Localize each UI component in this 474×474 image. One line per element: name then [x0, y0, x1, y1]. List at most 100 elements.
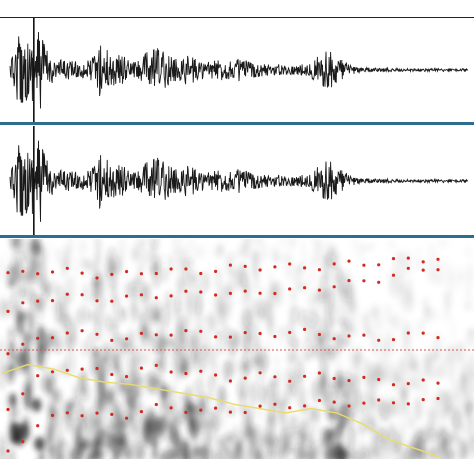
spectrogram-blob: [214, 447, 221, 459]
spectrogram-blob: [343, 271, 351, 292]
spectrogram-plot[interactable]: [0, 239, 474, 459]
spectrogram-blob: [186, 385, 191, 411]
spectrogram-blob: [359, 418, 368, 433]
spectrogram-blob: [76, 408, 84, 424]
formant-dot: [50, 299, 55, 303]
spectrogram-blob: [13, 330, 21, 344]
formant-dot: [347, 279, 351, 283]
spectrogram-blob: [23, 274, 32, 291]
formant-dot: [377, 398, 381, 402]
spectrogram-blob: [22, 251, 27, 265]
spectrogram-blob: [145, 383, 151, 397]
spectrogram-blob: [240, 389, 246, 417]
spectrogram-blob: [170, 450, 181, 459]
spectrogram-blob: [0, 363, 9, 377]
spectrogram-blob: [397, 251, 407, 280]
spectrogram-blob: [132, 283, 139, 301]
formant-dot: [421, 398, 425, 402]
spectrogram-blob: [212, 310, 218, 335]
spectrogram-blob: [222, 407, 227, 431]
spectrogram-blob: [297, 439, 304, 459]
spectrogram-blob: [216, 267, 221, 292]
spectrogram-blob: [108, 380, 116, 399]
formant-dot: [303, 266, 307, 270]
spectrogram-panel[interactable]: [0, 239, 474, 459]
spectrogram-blob: [160, 399, 168, 411]
spectrogram-blob: [248, 378, 258, 400]
spectrogram-blob: [0, 337, 5, 350]
spectrogram-blob: [178, 245, 186, 264]
spectrogram-blob: [401, 302, 405, 317]
spectrogram-blob: [151, 239, 156, 261]
formant-dot: [436, 396, 440, 401]
spectrogram-blob: [126, 401, 136, 422]
spectrogram-blob: [344, 439, 355, 449]
spectrogram-blob: [162, 267, 168, 284]
formant-dot: [80, 271, 84, 275]
spectrogram-blob: [269, 378, 275, 387]
spectrogram-blob: [308, 307, 316, 328]
spectrogram-blob: [151, 371, 157, 396]
formant-dot: [50, 413, 55, 417]
spectrogram-blob: [136, 446, 143, 459]
formant-dot: [6, 449, 10, 453]
spectrogram-blob: [0, 292, 6, 321]
spectrogram-blob: [339, 403, 348, 421]
spectrogram-blob: [173, 358, 181, 385]
spectrogram-blob: [428, 243, 436, 267]
formant-dot: [50, 336, 55, 340]
spectrogram-blob: [252, 424, 258, 448]
spectrogram-blob: [35, 309, 43, 322]
spectrogram-blob: [255, 287, 265, 296]
spectrogram-blob: [341, 390, 351, 400]
waveform-channel-1[interactable]: [0, 17, 474, 126]
spectrogram-blob: [110, 320, 117, 334]
spectrogram-blob: [216, 435, 224, 450]
formant-dot: [362, 401, 366, 405]
formant-dot: [391, 257, 396, 261]
spectrogram-blob: [192, 446, 202, 459]
waveform-channel-2[interactable]: [0, 126, 474, 238]
formant-dot: [65, 368, 69, 372]
waveform-1-plot[interactable]: [0, 18, 474, 122]
formant-dot: [362, 279, 366, 283]
spectrogram-blob: [379, 338, 383, 366]
spectrogram-blob: [170, 385, 176, 400]
spectrogram-blob: [410, 291, 415, 314]
spectrogram-blob: [439, 404, 447, 423]
spectrogram-blob: [142, 249, 153, 263]
formant-dot: [154, 402, 158, 407]
spectrogram-blob: [287, 352, 295, 366]
formant-dot: [65, 331, 69, 335]
spectrogram-blob: [424, 355, 431, 376]
spectrogram-blob: [90, 311, 95, 320]
spectrogram-blob: [31, 290, 36, 314]
spectrogram-blob: [285, 262, 293, 280]
spectrogram-blob: [200, 417, 208, 432]
formant-dot: [332, 262, 336, 266]
waveform-2-plot[interactable]: [0, 126, 474, 236]
spectrogram-blob: [12, 433, 22, 444]
spectrogram-blob: [352, 386, 361, 410]
spectrogram-blob: [325, 331, 330, 343]
spectrogram-blob: [158, 329, 165, 353]
formant-dot: [21, 269, 25, 273]
formant-dot: [154, 333, 158, 337]
spectrogram-blob: [45, 428, 55, 455]
spectrogram-blob: [305, 274, 315, 293]
formant-dot: [6, 271, 10, 275]
spectrogram-blob: [328, 303, 338, 327]
spectrogram-blob: [114, 258, 120, 272]
spectrogram-blob: [263, 342, 273, 352]
spectrogram-blob: [82, 367, 87, 392]
formant-dot: [125, 337, 129, 341]
formant-dot: [6, 309, 10, 313]
spectrogram-blob: [441, 359, 446, 381]
spectrogram-blob: [65, 248, 71, 259]
spectrogram-blob: [107, 433, 117, 443]
formant-dot: [214, 293, 218, 297]
spectrogram-blob: [303, 419, 308, 429]
spectrogram-blob: [296, 372, 302, 389]
spectrogram-blob: [199, 343, 209, 372]
formant-dot: [406, 382, 410, 386]
